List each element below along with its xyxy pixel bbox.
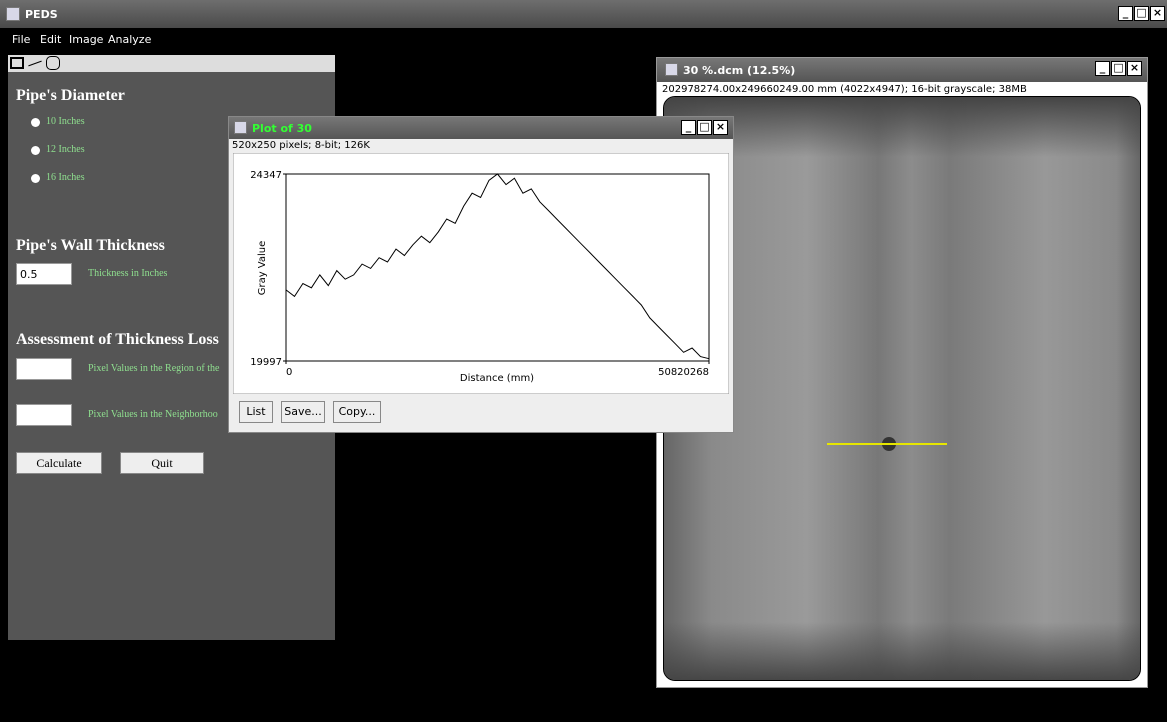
x-tick-label: 0: [286, 367, 292, 378]
menu-item[interactable]: File: [12, 33, 30, 46]
menu-item[interactable]: Edit: [40, 33, 61, 46]
y-axis-label: Gray Value: [257, 241, 268, 296]
region-input[interactable]: [16, 358, 72, 380]
image-shade: [664, 622, 1141, 681]
plot-window: Plot of 30 _ □ × 520x250 pixels; 8-bit; …: [228, 116, 734, 433]
window-icon: [234, 121, 247, 134]
image-shade: [664, 97, 1141, 157]
title-bar: PEDS _ □ ×: [0, 0, 1167, 28]
rect-tool[interactable]: [10, 57, 24, 69]
y-tick-label: 19997: [250, 357, 282, 368]
window-title: 30 %.dcm (12.5%): [683, 64, 795, 77]
line-tool[interactable]: [28, 61, 41, 67]
neighborhood-input[interactable]: [16, 404, 72, 426]
plot-background: [233, 153, 729, 394]
radio-label: 16 Inches: [46, 172, 85, 183]
image-info: 202978274.00x249660249.00 mm (4022x4947)…: [662, 84, 1027, 95]
app-title: PEDS: [25, 8, 58, 21]
toolbar: [8, 55, 335, 72]
heading: Pipe's Diameter: [16, 87, 125, 105]
maximize[interactable]: □: [1111, 61, 1126, 76]
hand-tool[interactable]: [46, 56, 60, 70]
menu-item[interactable]: Image: [69, 33, 103, 46]
x-axis-label: Distance (mm): [460, 373, 534, 384]
window-title-bar: Plot of 30 _ □ ×: [229, 117, 733, 139]
plot-info: 520x250 pixels; 8-bit; 126K: [232, 140, 370, 151]
radio[interactable]: [31, 174, 40, 183]
radio-label: 12 Inches: [46, 144, 85, 155]
maximize[interactable]: □: [697, 120, 712, 135]
field-label: Pixel Values in the Region of the: [88, 363, 219, 374]
close[interactable]: ×: [1127, 61, 1142, 76]
minimize[interactable]: _: [1118, 6, 1133, 21]
thickness-input[interactable]: 0.5: [16, 263, 72, 285]
heading: Assessment of Thickness Loss: [16, 331, 219, 349]
quit-button[interactable]: Quit: [120, 452, 204, 474]
radio-label: 10 Inches: [46, 116, 85, 127]
radio[interactable]: [31, 146, 40, 155]
window-title: Plot of 30: [252, 122, 312, 135]
y-tick-label: 24347: [250, 170, 282, 181]
x-tick-label: 50820268: [658, 367, 709, 378]
close[interactable]: ×: [1150, 6, 1165, 21]
field-label: Thickness in Inches: [88, 268, 167, 279]
app-icon: [6, 7, 20, 21]
minimize[interactable]: _: [681, 120, 696, 135]
list-button[interactable]: List: [239, 401, 273, 423]
minimize[interactable]: _: [1095, 61, 1110, 76]
field-label: Pixel Values in the Neighborhoo: [88, 409, 218, 420]
close[interactable]: ×: [713, 120, 728, 135]
radio[interactable]: [31, 118, 40, 127]
maximize[interactable]: □: [1134, 6, 1149, 21]
screen: PEDS _ □ × File Edit Image Analyze Pipe'…: [0, 0, 1167, 722]
window-title-bar: 30 %.dcm (12.5%) _ □ ×: [657, 58, 1147, 82]
plot: Gray Value Distance (mm) 19997 24347 0 5082…: [233, 153, 729, 394]
heading: Pipe's Wall Thickness: [16, 237, 165, 255]
calculate-button[interactable]: Calculate: [16, 452, 102, 474]
window-icon: [665, 63, 678, 76]
profile-line[interactable]: [827, 443, 947, 445]
menu-bar: File Edit Image Analyze: [0, 30, 1167, 48]
copy-button[interactable]: Copy...: [333, 401, 381, 423]
menu-item[interactable]: Analyze: [108, 33, 151, 46]
save-button[interactable]: Save...: [281, 401, 325, 423]
xray-image: [663, 96, 1141, 681]
